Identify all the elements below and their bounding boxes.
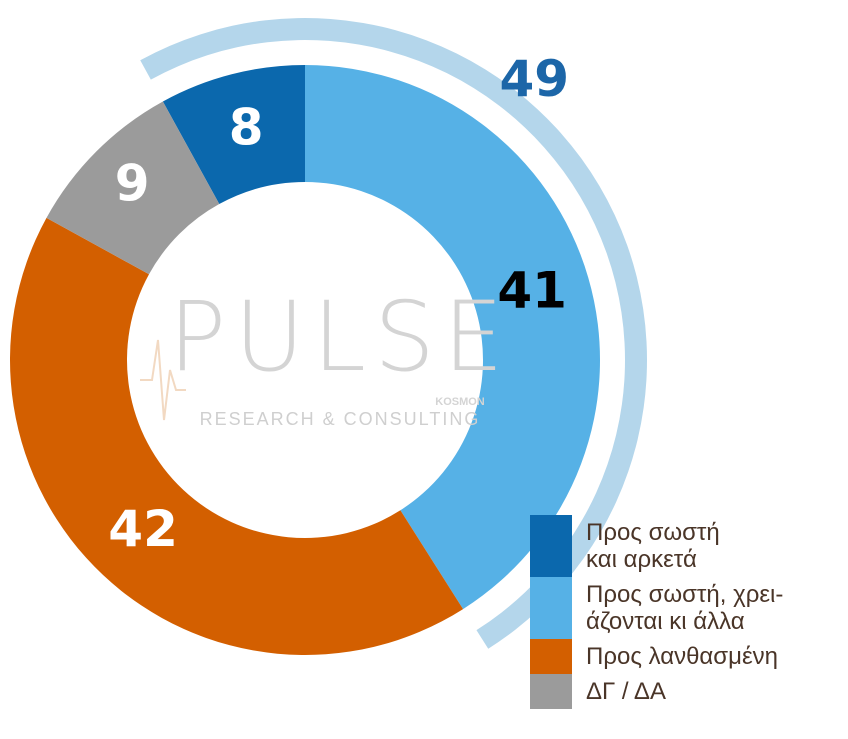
legend-swatch <box>530 577 572 639</box>
legend-item: Προς σωστή και αρκετά <box>530 515 848 577</box>
donut-segment <box>46 101 220 275</box>
donut-segment <box>305 65 600 610</box>
donut-segment <box>10 217 464 655</box>
value-label: 41 <box>497 262 567 320</box>
legend-swatch <box>530 639 572 674</box>
legend-label: ΔΓ / ΔΑ <box>586 678 666 705</box>
legend-item: Προς λανθασμένη <box>530 639 848 674</box>
value-label: 8 <box>229 98 264 156</box>
legend-label: Προς λανθασμένη <box>586 643 778 670</box>
watermark-pulse <box>140 339 186 421</box>
legend: Προς σωστή και αρκετά Προς σωστή, χρει- ά… <box>530 515 848 709</box>
value-label: 42 <box>108 500 178 558</box>
legend-item: ΔΓ / ΔΑ <box>530 674 848 709</box>
legend-swatch <box>530 674 572 709</box>
legend-label: Προς σωστή και αρκετά <box>586 519 720 573</box>
watermark-subtitle: RESEARCH & CONSULTING <box>200 409 481 429</box>
watermark-tag: KOSMON <box>435 396 485 408</box>
value-label: 9 <box>115 155 150 213</box>
legend-label: Προς σωστή, χρει- άζονται κι άλλα <box>586 581 784 635</box>
outer-arc-label: 49 <box>499 50 569 108</box>
donut-segment <box>162 65 305 205</box>
legend-item: Προς σωστή, χρει- άζονται κι άλλα <box>530 577 848 639</box>
legend-swatch <box>530 515 572 577</box>
watermark-title: PULSE <box>168 281 511 393</box>
